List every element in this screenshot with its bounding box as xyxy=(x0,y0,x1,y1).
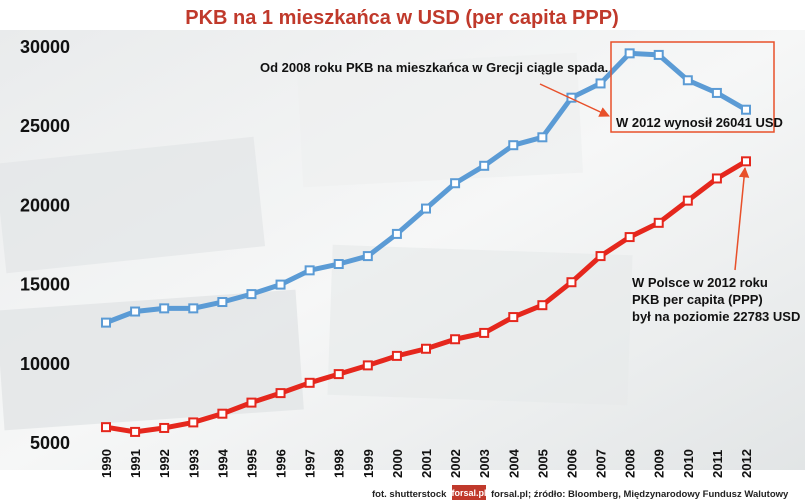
data-point xyxy=(508,140,519,151)
y-tick-label: 15000 xyxy=(20,275,70,295)
x-tick-label: 1998 xyxy=(332,449,347,478)
data-point xyxy=(537,300,548,311)
data-point xyxy=(159,422,170,433)
series-2 xyxy=(101,156,751,437)
series-1 xyxy=(101,48,751,328)
data-point xyxy=(275,279,286,290)
x-tick-label: 2007 xyxy=(594,449,609,478)
data-point xyxy=(653,217,664,228)
data-point xyxy=(217,408,228,419)
x-tick-label: 1993 xyxy=(186,449,201,478)
greece-highlight-box xyxy=(610,41,775,133)
data-point xyxy=(566,92,577,103)
data-point xyxy=(595,78,606,89)
data-point xyxy=(130,426,141,437)
x-tick-label: 1997 xyxy=(303,449,318,478)
x-tick-label: 2012 xyxy=(739,449,754,478)
data-point xyxy=(159,303,170,314)
series-layer xyxy=(101,48,751,437)
data-point xyxy=(741,156,751,167)
data-point xyxy=(391,350,402,361)
x-tick-label: 2009 xyxy=(652,449,667,478)
y-tick-label: 25000 xyxy=(20,116,70,136)
x-tick-label: 2000 xyxy=(390,449,405,478)
y-tick-label: 10000 xyxy=(20,354,70,374)
data-point xyxy=(362,251,373,262)
forsal-logo xyxy=(452,485,486,500)
x-axis-ticks: 1990 1991 1992 1993 1994 1995 1996 1997 1998 1999… xyxy=(99,448,754,478)
data-point xyxy=(421,203,431,214)
data-point xyxy=(246,397,257,408)
chart-title: PKB na 1 mieszkańca w USD (per capita PP… xyxy=(185,7,619,29)
x-tick-label: 2003 xyxy=(477,449,492,478)
x-tick-label: 2002 xyxy=(448,449,463,478)
greece-box-label: W 2012 wynosił 26041 USD xyxy=(616,115,783,130)
data-point xyxy=(624,232,635,243)
y-tick-label: 5000 xyxy=(30,433,70,453)
x-tick-label: 2008 xyxy=(623,449,638,478)
greece-note: Od 2008 roku PKB na mieszkańca w Grecji … xyxy=(260,60,608,75)
source-note: forsal.pl; źródło: Bloomberg, Międzynaro… xyxy=(491,489,789,500)
footer-bar xyxy=(0,482,805,503)
poland-arrow xyxy=(734,166,750,271)
y-axis-ticks: 30000 25000 20000 15000 10000 5000 xyxy=(20,37,70,453)
data-point xyxy=(391,228,402,239)
x-tick-label: 1999 xyxy=(361,449,376,478)
data-point xyxy=(450,178,461,189)
data-point xyxy=(682,195,693,206)
x-tick-label: 2004 xyxy=(506,448,521,478)
poland-note-line3: był na poziomie 22783 USD xyxy=(632,309,800,324)
data-point xyxy=(741,104,751,115)
x-tick-label: 1990 xyxy=(99,449,114,478)
y-tick-label: 30000 xyxy=(20,37,70,57)
data-point xyxy=(421,343,431,354)
data-point xyxy=(333,369,344,380)
data-point xyxy=(653,49,664,60)
x-tick-label: 2006 xyxy=(564,449,579,478)
x-tick-label: 1995 xyxy=(244,449,259,478)
x-tick-label: 2010 xyxy=(681,449,696,478)
x-tick-label: 2011 xyxy=(710,450,725,478)
data-point xyxy=(682,75,693,86)
data-point xyxy=(508,312,519,323)
x-tick-label: 2001 xyxy=(419,449,434,478)
data-point xyxy=(130,306,141,317)
data-point xyxy=(479,160,490,171)
data-point xyxy=(246,289,257,300)
greece-arrow xyxy=(539,83,610,117)
background-decoration xyxy=(0,30,805,470)
poland-note-line2: PKB per capita (PPP) xyxy=(632,292,763,307)
x-tick-label: 1996 xyxy=(274,449,289,478)
data-point xyxy=(188,303,199,314)
data-point xyxy=(711,87,722,98)
forsal-logo-text: forsal.pl xyxy=(451,488,486,498)
data-point xyxy=(479,327,490,338)
data-point xyxy=(275,388,286,399)
data-point xyxy=(595,251,606,262)
data-point xyxy=(566,277,577,288)
data-point xyxy=(711,173,722,184)
x-tick-label: 2005 xyxy=(535,449,550,478)
y-tick-label: 20000 xyxy=(20,195,70,215)
x-tick-label: 1992 xyxy=(157,449,172,478)
x-tick-label: 1994 xyxy=(215,448,230,478)
data-point xyxy=(537,132,548,143)
data-point xyxy=(101,317,111,328)
data-point xyxy=(624,48,635,59)
photo-credit: fot. shutterstock xyxy=(372,489,447,500)
data-point xyxy=(101,422,111,433)
data-point xyxy=(450,334,461,345)
data-point xyxy=(304,377,315,388)
poland-note-line1: W Polsce w 2012 roku xyxy=(632,275,768,290)
data-point xyxy=(304,265,315,276)
x-tick-label: 1991 xyxy=(128,449,143,478)
data-point xyxy=(362,360,373,371)
data-point xyxy=(333,259,344,270)
data-point xyxy=(217,297,228,308)
data-point xyxy=(188,417,199,428)
